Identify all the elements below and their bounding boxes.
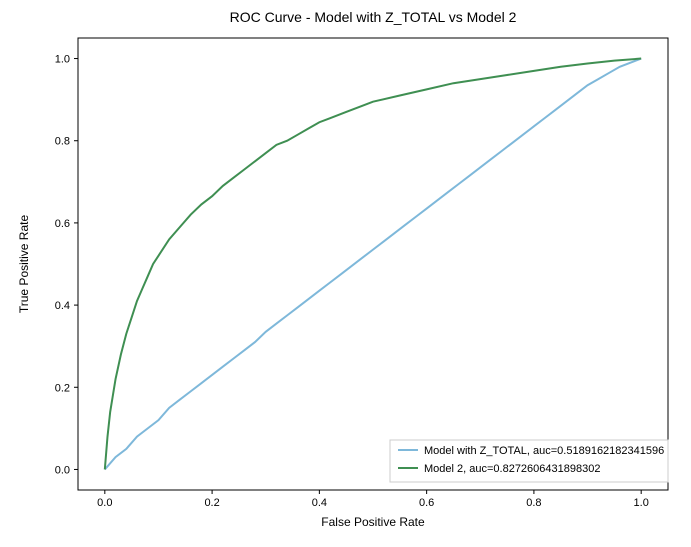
chart-title: ROC Curve - Model with Z_TOTAL vs Model … bbox=[230, 9, 517, 25]
roc-chart-container: 0.0 0.2 0.4 0.6 0.8 1.0 0.0 0.2 0.4 0.6 0.8 1.0 ROC … bbox=[0, 0, 691, 547]
plot-spine bbox=[78, 38, 668, 490]
x-tick-label: 0.6 bbox=[419, 497, 434, 509]
legend-label-1: Model 2, auc=0.8272606431898302 bbox=[424, 463, 600, 475]
y-tick-label: 0.6 bbox=[55, 218, 70, 230]
y-tick-label: 0.4 bbox=[55, 300, 70, 312]
x-tick-label: 0.0 bbox=[97, 497, 112, 509]
y-tick-label: 1.0 bbox=[55, 54, 70, 66]
x-tick-label: 0.8 bbox=[526, 497, 541, 509]
y-tick-label: 0.0 bbox=[55, 464, 70, 476]
y-tick-label: 0.2 bbox=[55, 382, 70, 394]
x-tick-label: 1.0 bbox=[634, 497, 649, 509]
roc-curve-0 bbox=[105, 59, 641, 470]
y-tick-label: 0.8 bbox=[55, 136, 70, 148]
x-axis-label: False Positive Rate bbox=[321, 515, 425, 529]
legend-label-0: Model with Z_TOTAL, auc=0.51891621823415… bbox=[424, 445, 664, 457]
y-axis-label: True Positive Rate bbox=[17, 215, 31, 314]
x-tick-label: 0.4 bbox=[312, 497, 327, 509]
roc-chart-svg: 0.0 0.2 0.4 0.6 0.8 1.0 0.0 0.2 0.4 0.6 0.8 1.0 ROC … bbox=[0, 0, 691, 547]
roc-curve-1 bbox=[105, 59, 641, 470]
x-tick-label: 0.2 bbox=[204, 497, 219, 509]
